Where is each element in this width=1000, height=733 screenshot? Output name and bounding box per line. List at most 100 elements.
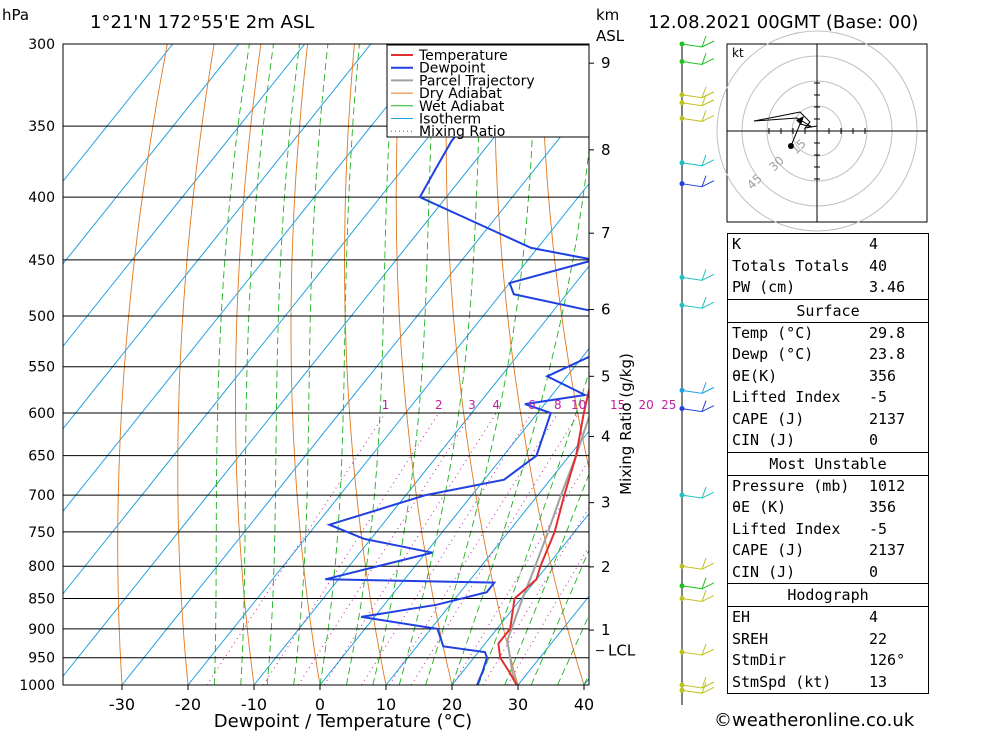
lcl-label: LCL	[608, 642, 636, 660]
pressure-tick-label: 300	[28, 37, 55, 53]
asl-label: ASL	[596, 27, 625, 45]
dewpoint-line	[325, 44, 589, 685]
km-tick-label: 1	[601, 621, 611, 639]
dry-adiabat-line	[117, 44, 168, 685]
mixing-ratio-label: 8	[554, 398, 562, 412]
mixing-ratio-label: 1	[382, 398, 390, 412]
km-tick-label: 3	[601, 494, 611, 512]
legend-entry: Dry Adiabat	[419, 86, 502, 102]
x-tick-label: -30	[109, 695, 135, 714]
dry-adiabat-line	[344, 44, 387, 685]
location-title: 1°21'N 172°55'E 2m ASL	[90, 12, 314, 33]
wind-barb-flag	[701, 491, 715, 499]
pressure-tick-label: 350	[28, 119, 55, 135]
mu-row: CAPE (J) 2137	[732, 541, 906, 559]
surface-row: Dewp (°C) 23.8	[732, 345, 906, 363]
wet-adiabat-line	[504, 472, 589, 685]
wind-barb	[681, 175, 707, 188]
isotherm-line	[63, 44, 504, 595]
pressure-tick-label: 650	[28, 449, 55, 465]
legend-entry: Dewpoint	[419, 61, 486, 77]
mixing-ratio-line	[506, 545, 589, 685]
parcel-trajectory-line	[506, 414, 589, 685]
hodograph-box	[726, 43, 928, 223]
x-tick-label: -10	[241, 695, 267, 714]
wind-barb-flag	[701, 301, 715, 309]
mixing-ratio-line	[452, 458, 589, 685]
dry-adiabat-line	[963, 44, 1000, 685]
wind-barb	[681, 486, 707, 499]
isotherm-line	[63, 44, 306, 348]
wind-barb-flag	[701, 159, 715, 167]
x-tick-label: 0	[315, 695, 325, 714]
wet-adiabat-line	[530, 549, 589, 685]
mu-row: CIN (J) 0	[732, 562, 879, 581]
hodograph-arrow	[796, 116, 804, 125]
wind-barb	[681, 297, 707, 309]
isotherm-line	[63, 44, 438, 513]
temperature-line	[497, 385, 589, 685]
wind-barb	[681, 382, 707, 394]
wind-barb	[681, 269, 707, 281]
mixing-ratio-label: 3	[468, 398, 476, 412]
pressure-tick-label: 750	[28, 525, 55, 541]
dry-adiabat-line	[290, 44, 321, 685]
wind-barb-flag	[701, 58, 715, 65]
surface-row: θE(K) 356	[732, 366, 897, 385]
mixing-ratio-label: 2	[435, 398, 443, 412]
hodograph-section: Hodograph EH 4 SREH 22 StmDir 126° StmSpd (…	[728, 583, 928, 693]
legend-entry: Mixing Ratio	[419, 124, 505, 140]
hodograph-storm-dot	[788, 143, 794, 149]
mu-row: Pressure (mb) 1012	[732, 476, 906, 495]
wet-adiabat-line	[266, 44, 300, 685]
axis-labels: 3003504004505005506006507007508008509009…	[19, 37, 676, 714]
mixing-ratio-label: 25	[661, 398, 676, 412]
wind-barb-flag	[701, 114, 715, 122]
wind-barb-flag	[701, 99, 715, 107]
isotherm-line	[63, 44, 570, 678]
wet-adiabat-line	[319, 44, 360, 685]
mixing-ratio-label: 10	[571, 398, 586, 412]
mixing-ratio-label: 6	[528, 398, 536, 412]
wind-barb-flag	[701, 562, 715, 570]
footer-credit[interactable]: ©weatheronline.co.uk	[714, 710, 915, 731]
legend-entry: Temperature	[418, 48, 508, 64]
pressure-tick-label: 850	[28, 591, 55, 607]
mu-row: Lifted Index -5	[732, 519, 888, 538]
wet-adiabat-line	[557, 614, 589, 685]
isotherm-line	[253, 265, 589, 685]
hodograph-title: Hodograph	[728, 584, 928, 607]
isotherm-line	[319, 347, 589, 685]
surface-row: CAPE (J) 2137	[732, 409, 906, 428]
wet-adiabat-line	[345, 44, 396, 685]
wind-barb	[681, 86, 707, 99]
legend-entry: Parcel Trajectory	[419, 73, 535, 89]
dry-adiabat-line	[177, 44, 215, 685]
isotherm-line	[121, 100, 589, 685]
pressure-unit-label: hPa	[2, 6, 29, 24]
wind-barb-flag	[701, 595, 715, 602]
index-row-totals: Totals Totals 40	[732, 256, 888, 275]
x-tick-label: -20	[175, 695, 201, 714]
surface-row: Lifted Index -5	[732, 388, 888, 406]
wind-barb-flag	[701, 686, 715, 694]
wet-adiabat-line	[240, 44, 274, 685]
wind-barb-flag	[701, 40, 715, 48]
pressure-tick-label: 400	[28, 190, 55, 206]
hodo-row: StmSpd (kt) 13	[732, 672, 888, 691]
wind-barb	[681, 643, 707, 656]
isotherm-line	[63, 44, 372, 430]
wind-barb-flag	[701, 405, 715, 413]
datetime-title: 12.08.2021 00GMT (Base: 00)	[648, 12, 918, 33]
wind-barb	[681, 154, 707, 167]
km-label: km	[596, 6, 619, 24]
wind-barb	[681, 590, 707, 603]
isotherm-line	[63, 44, 174, 183]
legend-entry: Isotherm	[419, 112, 481, 128]
legend-box	[386, 44, 590, 138]
x-tick-label: 30	[508, 695, 528, 714]
